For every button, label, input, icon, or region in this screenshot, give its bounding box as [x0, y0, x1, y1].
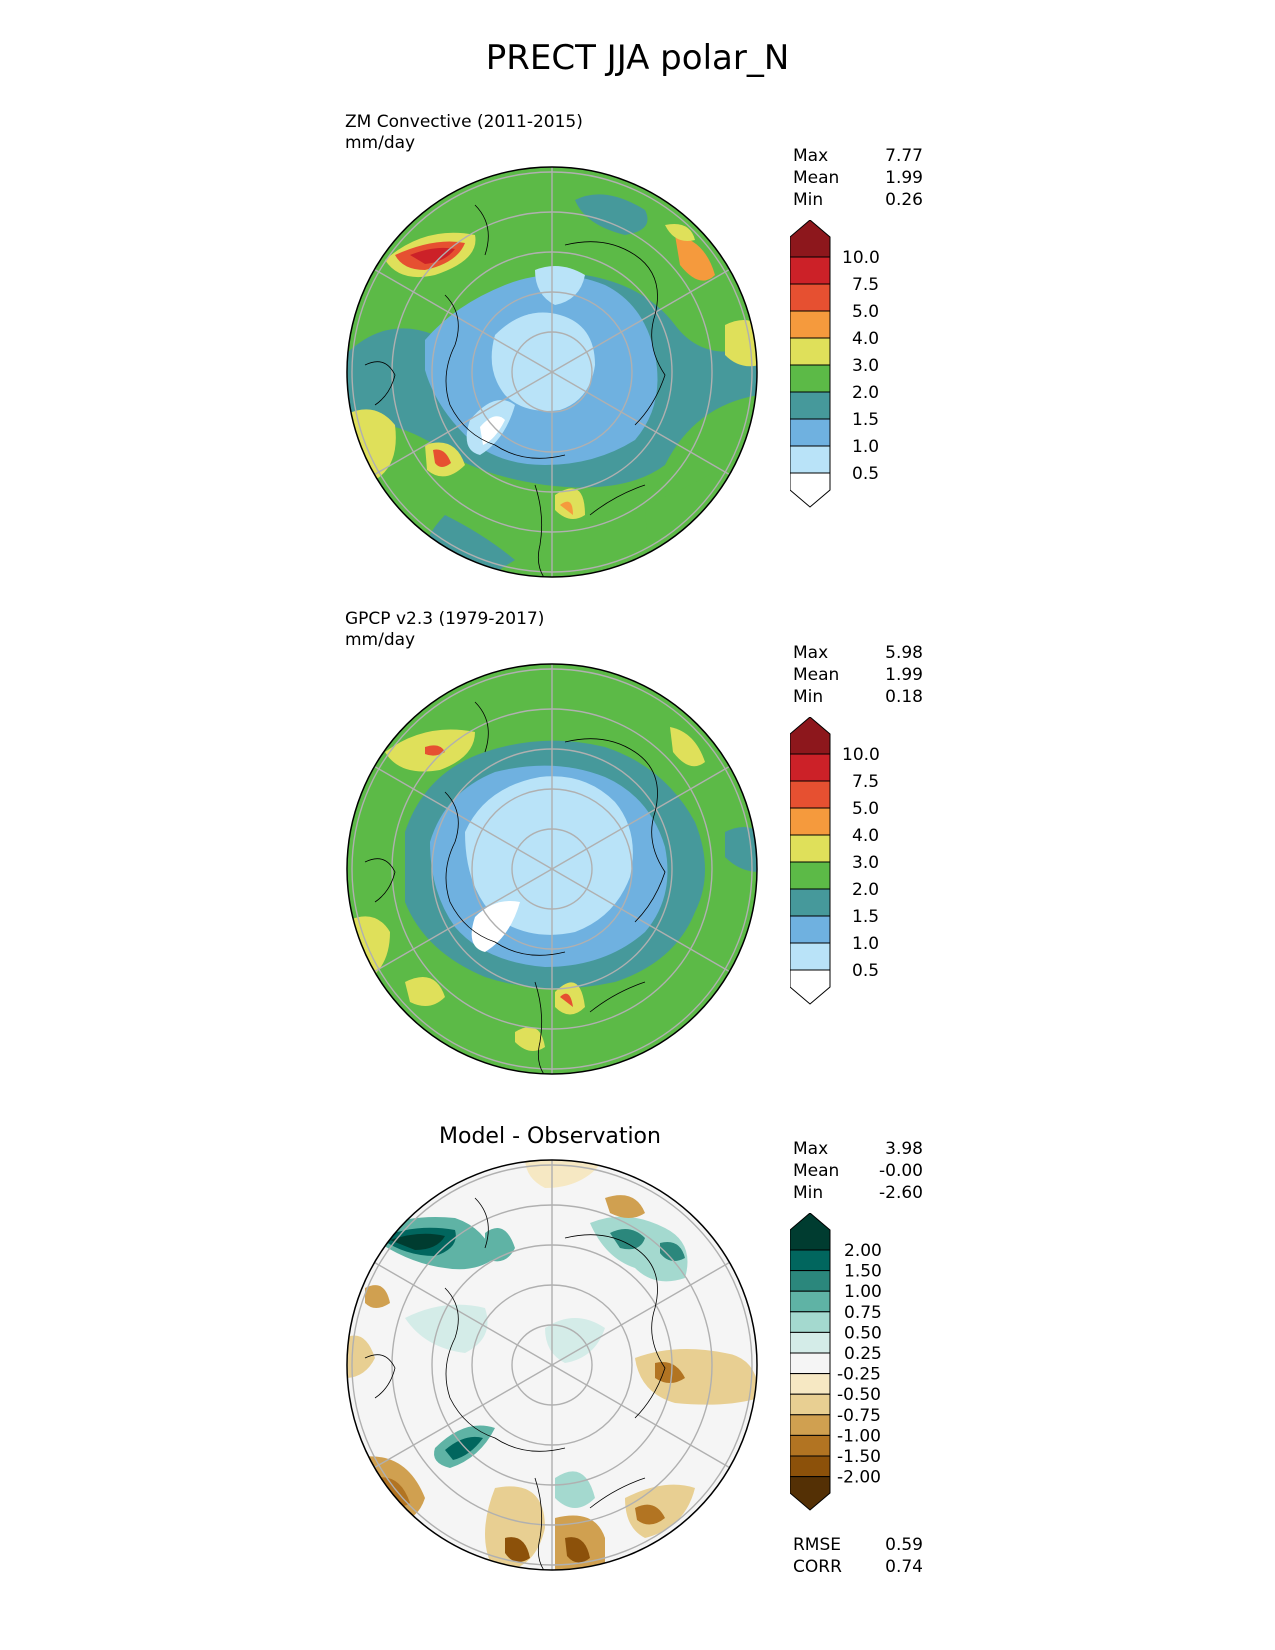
panel1-colorbar: 10.0 7.5 5.0 4.0 3.0 2.0 1.5 1.0 0.5	[790, 220, 880, 508]
cb3-tick: -2.00	[837, 1468, 881, 1488]
cb1-tick: 10.0	[842, 248, 880, 268]
cb1-tick: 3.0	[852, 356, 879, 376]
stat-mean: Mean -0.00	[793, 1161, 923, 1181]
cb3-tick: 0.50	[844, 1323, 882, 1343]
cb1-tick: 5.0	[852, 302, 879, 322]
cb3-tick: -0.75	[837, 1406, 881, 1426]
panel3-difference-map	[346, 1159, 758, 1571]
figure-title: PRECT JJA polar_N	[485, 38, 790, 78]
panel1-polar-map	[346, 166, 758, 578]
cb2-tick: 10.0	[842, 745, 880, 765]
cb1-tick: 4.0	[852, 329, 879, 349]
cb2-tick: 2.0	[852, 880, 879, 900]
stat-max: Max 7.77	[793, 146, 923, 166]
stat-corr: CORR 0.74	[793, 1557, 923, 1577]
stat-mean: Mean 1.99	[793, 168, 923, 188]
stat-max: Max 5.98	[793, 643, 923, 663]
cb3-tick: 0.75	[844, 1303, 882, 1323]
cb1-tick: 1.5	[852, 410, 879, 430]
cb3-tick: -0.25	[837, 1365, 881, 1385]
stat-min: Min 0.26	[793, 190, 923, 210]
stat-rmse: RMSE 0.59	[793, 1535, 923, 1555]
cb3-tick: -0.50	[837, 1385, 881, 1405]
panel3-footer-stats: RMSE 0.59 CORR 0.74	[793, 1534, 923, 1578]
panel2-label-name: GPCP v2.3 (1979-2017)	[345, 609, 545, 629]
cb2-tick: 3.0	[852, 853, 879, 873]
cb1-tick: 7.5	[852, 275, 879, 295]
stat-max: Max 3.98	[793, 1139, 923, 1159]
cb3-tick: 1.00	[844, 1282, 882, 1302]
cb2-tick: 0.5	[852, 961, 879, 981]
panel1-label-units: mm/day	[345, 133, 416, 153]
cb2-tick: 5.0	[852, 799, 879, 819]
panel2-stats: Max 5.98 Mean 1.99 Min 0.18	[793, 642, 923, 708]
cb3-tick: 0.25	[844, 1344, 882, 1364]
panel3-colorbar: 2.00 1.50 1.00 0.75 0.50 0.25 -0.25 -0.5…	[790, 1213, 882, 1511]
cb3-tick: 2.00	[844, 1241, 882, 1261]
cb3-tick: 1.50	[844, 1262, 882, 1282]
cb2-tick: 7.5	[852, 772, 879, 792]
panel2-label: GPCP v2.3 (1979-2017) mm/day	[345, 609, 544, 651]
panel2-colorbar: 10.0 7.5 5.0 4.0 3.0 2.0 1.5 1.0 0.5	[790, 717, 880, 1005]
diff-panel-title: Model - Observation	[439, 1124, 661, 1149]
cb2-tick: 1.0	[852, 934, 879, 954]
stat-min: Min -2.60	[793, 1183, 923, 1203]
cb1-tick: 2.0	[852, 383, 879, 403]
stat-mean: Mean 1.99	[793, 665, 923, 685]
panel2-label-units: mm/day	[345, 630, 416, 650]
panel1-stats: Max 7.77 Mean 1.99 Min 0.26	[793, 145, 923, 211]
panel3-stats: Max 3.98 Mean -0.00 Min -2.60	[793, 1138, 923, 1204]
cb2-tick: 1.5	[852, 907, 879, 927]
cb3-tick: -1.50	[837, 1447, 881, 1467]
panel1-label: ZM Convective (2011-2015) mm/day	[345, 112, 583, 154]
panel1-label-name: ZM Convective (2011-2015)	[345, 112, 583, 132]
cb1-tick: 0.5	[852, 464, 879, 484]
cb3-tick: -1.00	[837, 1426, 881, 1446]
panel2-polar-map	[346, 663, 758, 1075]
stat-min: Min 0.18	[793, 687, 923, 707]
cb2-tick: 4.0	[852, 826, 879, 846]
cb1-tick: 1.0	[852, 437, 879, 457]
